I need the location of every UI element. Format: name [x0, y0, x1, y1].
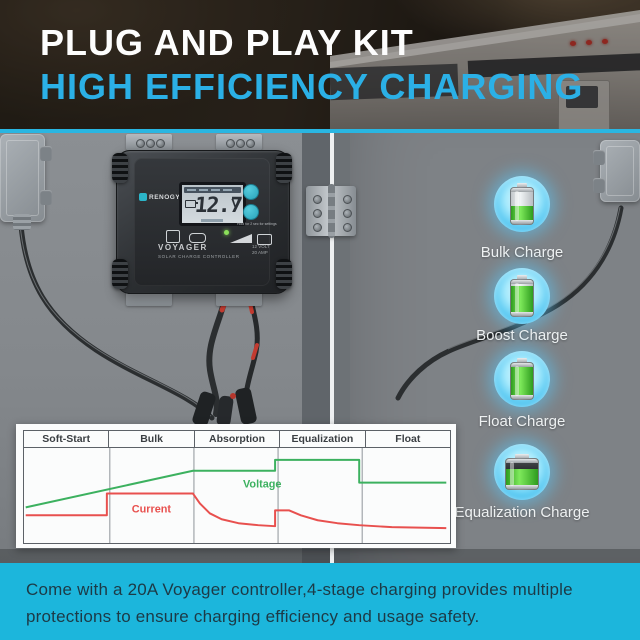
footer-text: Come with a 20A Voyager controller,4-sta… — [26, 580, 573, 626]
junction-box-plate — [606, 146, 634, 196]
title-line2: HIGH EFFICIENCY CHARGING — [40, 66, 584, 107]
voltage-label: Voltage — [243, 479, 281, 491]
title-line1: PLUG AND PLAY KIT — [40, 22, 414, 63]
button-hint-text: Hold for 2 sec for settings — [237, 222, 277, 226]
rv-marker-light — [586, 40, 592, 45]
hinge-screw — [343, 209, 352, 218]
plate-screw — [236, 139, 245, 148]
chart-table: Soft-Start Bulk Absorption Equalization Floa… — [23, 430, 451, 544]
chart-plot-area: Voltage Current — [24, 448, 448, 543]
lcd-status-bar — [184, 187, 241, 193]
stage-header: Soft-Start — [24, 431, 110, 447]
current-line — [25, 492, 447, 530]
junction-box-port — [593, 178, 605, 193]
hinge-screw — [313, 209, 322, 218]
renogy-logo: RENOGY — [139, 193, 180, 201]
junction-box-port — [40, 146, 52, 161]
stage-header: Bulk — [109, 431, 195, 447]
lcd-underbar — [201, 219, 223, 222]
chart-svg: Voltage Current — [25, 448, 447, 543]
corner-bumper — [276, 153, 292, 183]
battery-box-icon — [166, 230, 180, 243]
hero-photo-band: PLUG AND PLAY KIT HIGH EFFICIENCY CHARGI… — [0, 0, 640, 133]
plate-screw — [226, 139, 235, 148]
corner-bumper — [112, 259, 128, 289]
junction-box-right — [593, 140, 640, 202]
battery-small-icon — [257, 234, 272, 245]
stage-header: Equalization — [280, 431, 366, 447]
page-title: PLUG AND PLAY KIT HIGH EFFICIENCY CHARGI… — [40, 21, 640, 109]
lcd-display: 12.7 V — [179, 182, 246, 226]
lcd-battery-icon — [185, 200, 198, 208]
charge-led-icon — [224, 230, 229, 235]
plate-screw — [246, 139, 255, 148]
accent-divider-line — [0, 129, 640, 133]
junction-box-plate — [6, 140, 39, 216]
controller-button-up[interactable] — [243, 184, 259, 200]
renogy-logo-text: RENOGY — [149, 193, 181, 201]
stage-header: Float — [395, 433, 421, 445]
charge-ramp-icon — [230, 234, 252, 243]
plate-screw — [146, 139, 155, 148]
wall-bottom-shadow — [0, 549, 640, 563]
battery-type-icon — [189, 233, 206, 243]
hinge-pin — [328, 184, 335, 238]
controller-button-set[interactable] — [243, 204, 259, 220]
corner-bumper — [276, 259, 292, 289]
controller-rating: 12 VOLT 20 AMP — [252, 244, 270, 256]
stage-header: Absorption — [195, 431, 281, 447]
chart-stage-headers: Soft-Start Bulk Absorption Equalization Floa… — [24, 431, 450, 448]
lcd-voltage-unit: V — [231, 196, 240, 211]
corner-bumper — [112, 153, 128, 183]
renogy-logo-icon — [139, 193, 147, 201]
cable-gland — [13, 214, 31, 230]
controller-model-subtitle: SOLAR CHARGE CONTROLLER — [158, 254, 240, 259]
wall-panel-gap-line — [330, 131, 334, 563]
footer-banner: Come with a 20A Voyager controller,4-sta… — [0, 563, 640, 640]
junction-box-port — [593, 150, 605, 165]
charging-stages-chart: Soft-Start Bulk Absorption Equalization Floa… — [16, 424, 456, 548]
controller-rating-volt: 12 VOLT — [252, 244, 270, 249]
plate-screw — [156, 139, 165, 148]
controller-model-name: VOYAGER — [158, 243, 208, 252]
controller-rating-amp: 20 AMP — [252, 250, 268, 255]
rv-marker-light — [570, 41, 576, 46]
junction-box-port — [40, 190, 52, 205]
hero-dark-overlay — [0, 0, 640, 131]
hinge-screw — [313, 223, 322, 232]
hinge-screw — [343, 223, 352, 232]
rv-door-window — [566, 86, 598, 108]
hinge-screw — [343, 195, 352, 204]
rv-marker-light — [602, 39, 608, 44]
hinge-screw — [313, 195, 322, 204]
current-label: Current — [132, 503, 172, 515]
junction-box-left — [0, 134, 52, 222]
voltage-line — [25, 458, 447, 509]
plate-screw — [136, 139, 145, 148]
